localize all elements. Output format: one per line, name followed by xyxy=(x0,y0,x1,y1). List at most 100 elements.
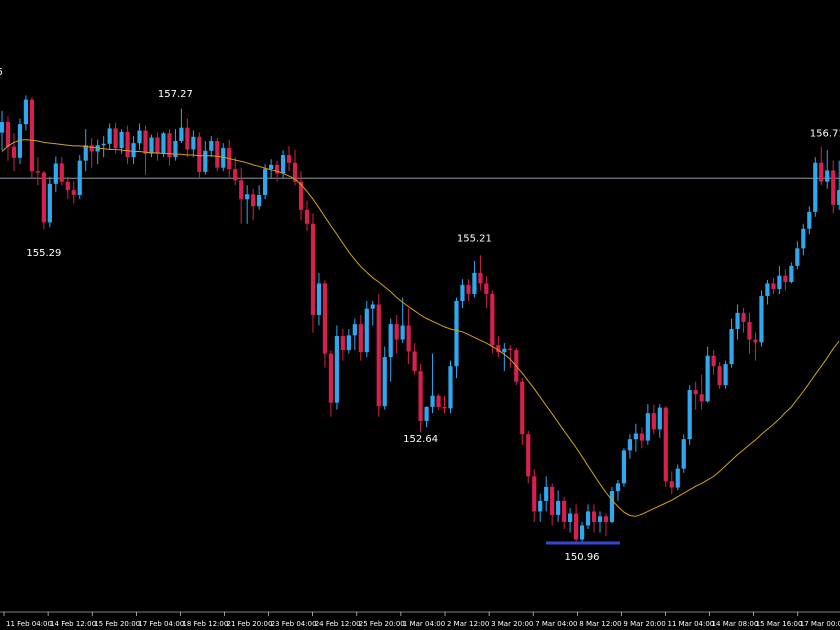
candle xyxy=(837,160,840,210)
candle xyxy=(424,406,429,428)
candle xyxy=(532,469,537,522)
candle-body xyxy=(418,371,423,421)
candle-body xyxy=(573,513,579,540)
candle-body xyxy=(203,150,208,172)
candle-body xyxy=(789,265,794,283)
candle-body xyxy=(304,209,310,224)
candle xyxy=(304,200,310,231)
candle xyxy=(675,464,680,491)
candle-body xyxy=(292,162,298,182)
candle xyxy=(633,423,638,452)
candle xyxy=(310,213,316,333)
candle-body xyxy=(550,486,555,515)
candle xyxy=(257,185,262,210)
candle xyxy=(0,110,5,151)
candle-body xyxy=(65,181,70,191)
candle xyxy=(568,507,573,533)
candle xyxy=(185,118,190,158)
candle xyxy=(639,427,644,449)
candle xyxy=(41,171,46,230)
candle-body xyxy=(729,329,734,365)
candle-body xyxy=(191,136,196,150)
time-tick-label: 11 Mar 04:00 xyxy=(668,620,715,628)
time-tick-label: 25 Feb 20:00 xyxy=(359,620,405,628)
candle-body xyxy=(627,439,632,451)
candle xyxy=(263,164,268,200)
candle xyxy=(621,448,627,487)
candle xyxy=(29,97,34,179)
candle xyxy=(215,137,220,172)
candle xyxy=(454,297,459,379)
time-tick-label: 24 Feb 12:00 xyxy=(315,620,361,628)
candle xyxy=(418,364,423,433)
candle-body xyxy=(717,366,722,386)
candle xyxy=(597,511,603,533)
candle xyxy=(316,272,322,326)
candle-body xyxy=(759,296,764,343)
candle-body xyxy=(609,491,615,522)
candle-body xyxy=(179,127,184,142)
candle-body xyxy=(813,162,818,212)
candle xyxy=(376,293,381,417)
candle xyxy=(645,404,650,445)
candle xyxy=(663,406,668,487)
candle-body xyxy=(520,381,525,435)
candle xyxy=(89,138,94,168)
candle-body xyxy=(125,131,130,158)
candle-body xyxy=(705,355,710,402)
candle-body xyxy=(233,169,238,181)
candle-body xyxy=(568,513,573,522)
candle xyxy=(508,345,513,368)
candle-body xyxy=(388,324,393,358)
candle-body xyxy=(681,439,686,469)
candle-body xyxy=(131,143,136,158)
candle xyxy=(149,134,154,158)
price-annotation: 155.29 xyxy=(26,248,61,259)
candle xyxy=(143,125,148,175)
candle-body xyxy=(119,131,124,149)
candle-body xyxy=(197,136,202,172)
candle xyxy=(155,132,160,161)
candle xyxy=(346,329,351,354)
time-tick-label: 17 Mar 00:00 xyxy=(800,620,840,628)
candle-body xyxy=(633,433,638,440)
candle-body xyxy=(837,190,840,205)
candle-body xyxy=(298,181,304,210)
candle xyxy=(765,279,770,305)
candle-body xyxy=(711,355,716,367)
candle xyxy=(777,265,782,294)
candle-body xyxy=(340,336,345,351)
candle xyxy=(448,360,453,414)
candle xyxy=(651,404,656,435)
candle xyxy=(735,304,740,340)
candle-body xyxy=(406,325,411,352)
candle xyxy=(352,318,357,351)
candle xyxy=(173,129,178,161)
candle-body xyxy=(747,322,752,340)
candle xyxy=(490,290,495,354)
time-tick-label: 17 Feb 04:00 xyxy=(138,620,184,628)
candle-body xyxy=(424,406,429,421)
candle-body xyxy=(723,364,728,386)
price-annotation: 152.64 xyxy=(403,434,438,445)
time-tick-label: 15 Mar 16:00 xyxy=(756,620,803,628)
candle-body xyxy=(562,500,567,522)
candle-body xyxy=(0,122,5,133)
candle-body xyxy=(352,324,357,336)
candle-body xyxy=(89,145,94,152)
candle-body xyxy=(29,99,34,172)
candle-body xyxy=(209,141,214,151)
candle-body xyxy=(263,169,268,196)
candle xyxy=(269,159,274,179)
candle xyxy=(286,145,292,172)
candle xyxy=(544,476,549,512)
candle xyxy=(753,332,758,361)
candle xyxy=(5,116,11,161)
candle-body xyxy=(322,283,328,354)
candle-body xyxy=(23,99,29,125)
candle-body xyxy=(310,223,316,315)
candle xyxy=(819,146,824,186)
candle xyxy=(101,136,106,158)
candle-body xyxy=(490,293,495,346)
